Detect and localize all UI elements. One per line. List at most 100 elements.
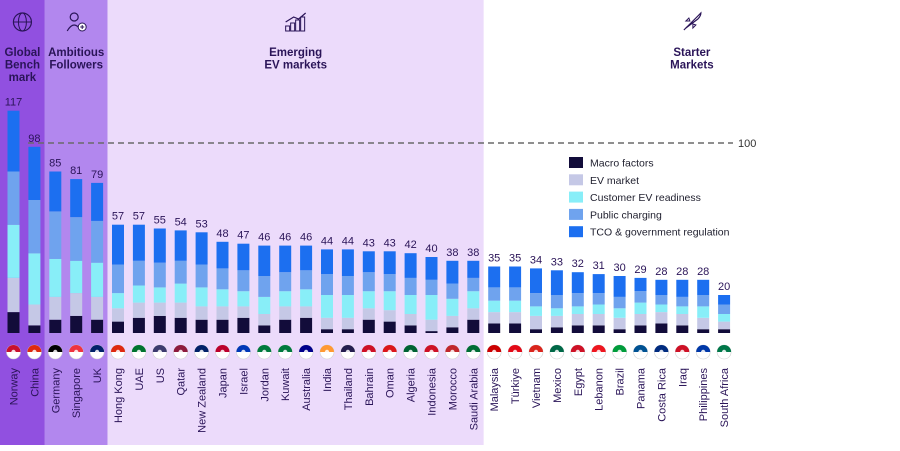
value-label-costa-rica: 28: [655, 266, 667, 278]
category-label-panama: Panama: [636, 367, 648, 409]
segment-ev-market: [216, 306, 229, 320]
value-label-hong-kong: 57: [112, 211, 124, 223]
segment-customer-ev-readiness: [28, 253, 41, 305]
bar-south-africa: [718, 295, 731, 333]
segment-public-charging: [49, 211, 62, 259]
flag-icon-jordan: [256, 344, 272, 360]
bar-norway: [7, 110, 20, 333]
segment-tco-government-regulation: [321, 249, 333, 275]
flag-icon-new-zealand: [194, 344, 209, 360]
category-label-malaysia: Malaysia: [489, 367, 501, 411]
segment-public-charging: [91, 220, 104, 263]
legend-item-tco-government-regulation: TCO & government regulation: [569, 226, 730, 239]
segment-ev-market: [362, 308, 375, 320]
segment-customer-ev-readiness: [571, 306, 584, 314]
flag-icon-iraq: [674, 344, 690, 360]
segment-public-charging: [362, 272, 375, 292]
segment-public-charging: [655, 295, 668, 305]
flag-icon-us: [152, 344, 168, 360]
segment-public-charging: [258, 276, 271, 297]
reference-line-group: 100: [28, 138, 756, 150]
segment-ev-market: [49, 296, 62, 320]
segment-public-charging: [550, 295, 563, 309]
group-band-starter-markets: [483, 0, 900, 445]
segment-public-charging: [404, 277, 417, 295]
value-label-australia: 46: [300, 232, 312, 244]
value-label-china: 98: [28, 133, 40, 145]
segment-customer-ev-readiness: [634, 302, 647, 314]
segment-customer-ev-readiness: [91, 262, 104, 297]
value-label-algeria: 42: [404, 239, 416, 251]
flag-icon-indonesia: [424, 344, 439, 360]
bar-kuwait: [279, 245, 292, 333]
segment-tco-government-regulation: [446, 260, 459, 284]
segment-ev-market: [550, 315, 563, 328]
segment-tco-government-regulation: [550, 270, 563, 295]
segment-public-charging: [509, 287, 522, 301]
segment-ev-market: [467, 308, 480, 320]
segment-macro-factors: [488, 323, 501, 333]
segment-ev-market: [446, 315, 459, 328]
category-label-uk: UK: [92, 367, 104, 383]
segment-customer-ev-readiness: [321, 295, 333, 318]
category-label-new-zealand: New Zealand: [197, 368, 209, 433]
country-flags: [6, 344, 732, 360]
value-label-malaysia: 35: [488, 253, 500, 265]
segment-customer-ev-readiness: [530, 306, 542, 316]
value-label-qatar: 54: [175, 216, 187, 228]
segment-customer-ev-readiness: [153, 287, 166, 303]
value-label-india: 44: [321, 235, 333, 247]
legend-item-customer-ev-readiness: Customer EV readiness: [569, 191, 701, 204]
flag-icon-vietnam: [528, 344, 544, 360]
category-label-hong-kong: Hong Kong: [113, 368, 125, 423]
flag-icon-norway: [6, 344, 21, 360]
reference-line-label: 100: [738, 138, 756, 150]
segment-macro-factors: [174, 317, 187, 333]
segment-public-charging: [425, 279, 438, 295]
value-label-turkiye: 35: [509, 253, 521, 265]
segment-tco-government-regulation: [216, 241, 229, 269]
value-label-germany: 85: [49, 158, 61, 170]
legend-swatch: [569, 174, 583, 186]
category-label-saudi-arabia: Saudi Arabia: [468, 367, 480, 430]
segment-customer-ev-readiness: [7, 224, 20, 278]
segment-macro-factors: [446, 327, 459, 333]
category-label-germany: Germany: [50, 368, 62, 414]
segment-customer-ev-readiness: [404, 295, 417, 314]
value-label-japan: 48: [216, 228, 228, 240]
bar-algeria: [404, 253, 417, 333]
person-plus-icon: [66, 12, 87, 32]
segment-ev-market: [383, 310, 396, 322]
segment-ev-market: [718, 321, 731, 330]
segment-public-charging: [300, 270, 313, 290]
category-label-algeria: Algeria: [406, 367, 418, 402]
flag-icon-hong-kong: [110, 344, 126, 360]
segment-macro-factors: [362, 319, 375, 333]
bar-indonesia: [425, 257, 438, 333]
value-label-kuwait: 46: [279, 232, 291, 244]
segment-tco-government-regulation: [70, 179, 83, 218]
segment-tco-government-regulation: [467, 260, 480, 278]
segment-public-charging: [216, 268, 229, 290]
segment-public-charging: [174, 260, 187, 284]
bar-uk: [91, 182, 104, 333]
bar-saudi-arabia: [467, 260, 480, 333]
category-label-oman: Oman: [385, 368, 397, 398]
flag-icon-algeria: [403, 344, 418, 360]
flag-icon-japan: [215, 344, 230, 360]
segment-tco-government-regulation: [279, 245, 292, 273]
segment-macro-factors: [258, 325, 271, 333]
segment-tco-government-regulation: [153, 228, 166, 263]
flag-icon-panama: [633, 344, 648, 360]
category-label-lebanon: Lebanon: [594, 368, 606, 411]
segment-customer-ev-readiness: [509, 300, 522, 313]
flag-icon-brazil: [612, 344, 627, 360]
flag-icon-saudi-arabia: [465, 344, 481, 360]
segment-customer-ev-readiness: [49, 258, 62, 297]
value-label-south-africa: 20: [718, 281, 730, 293]
segment-ev-market: [425, 319, 438, 332]
segment-customer-ev-readiness: [592, 304, 605, 314]
group-header-line: Global: [5, 47, 41, 59]
segment-public-charging: [446, 283, 459, 299]
